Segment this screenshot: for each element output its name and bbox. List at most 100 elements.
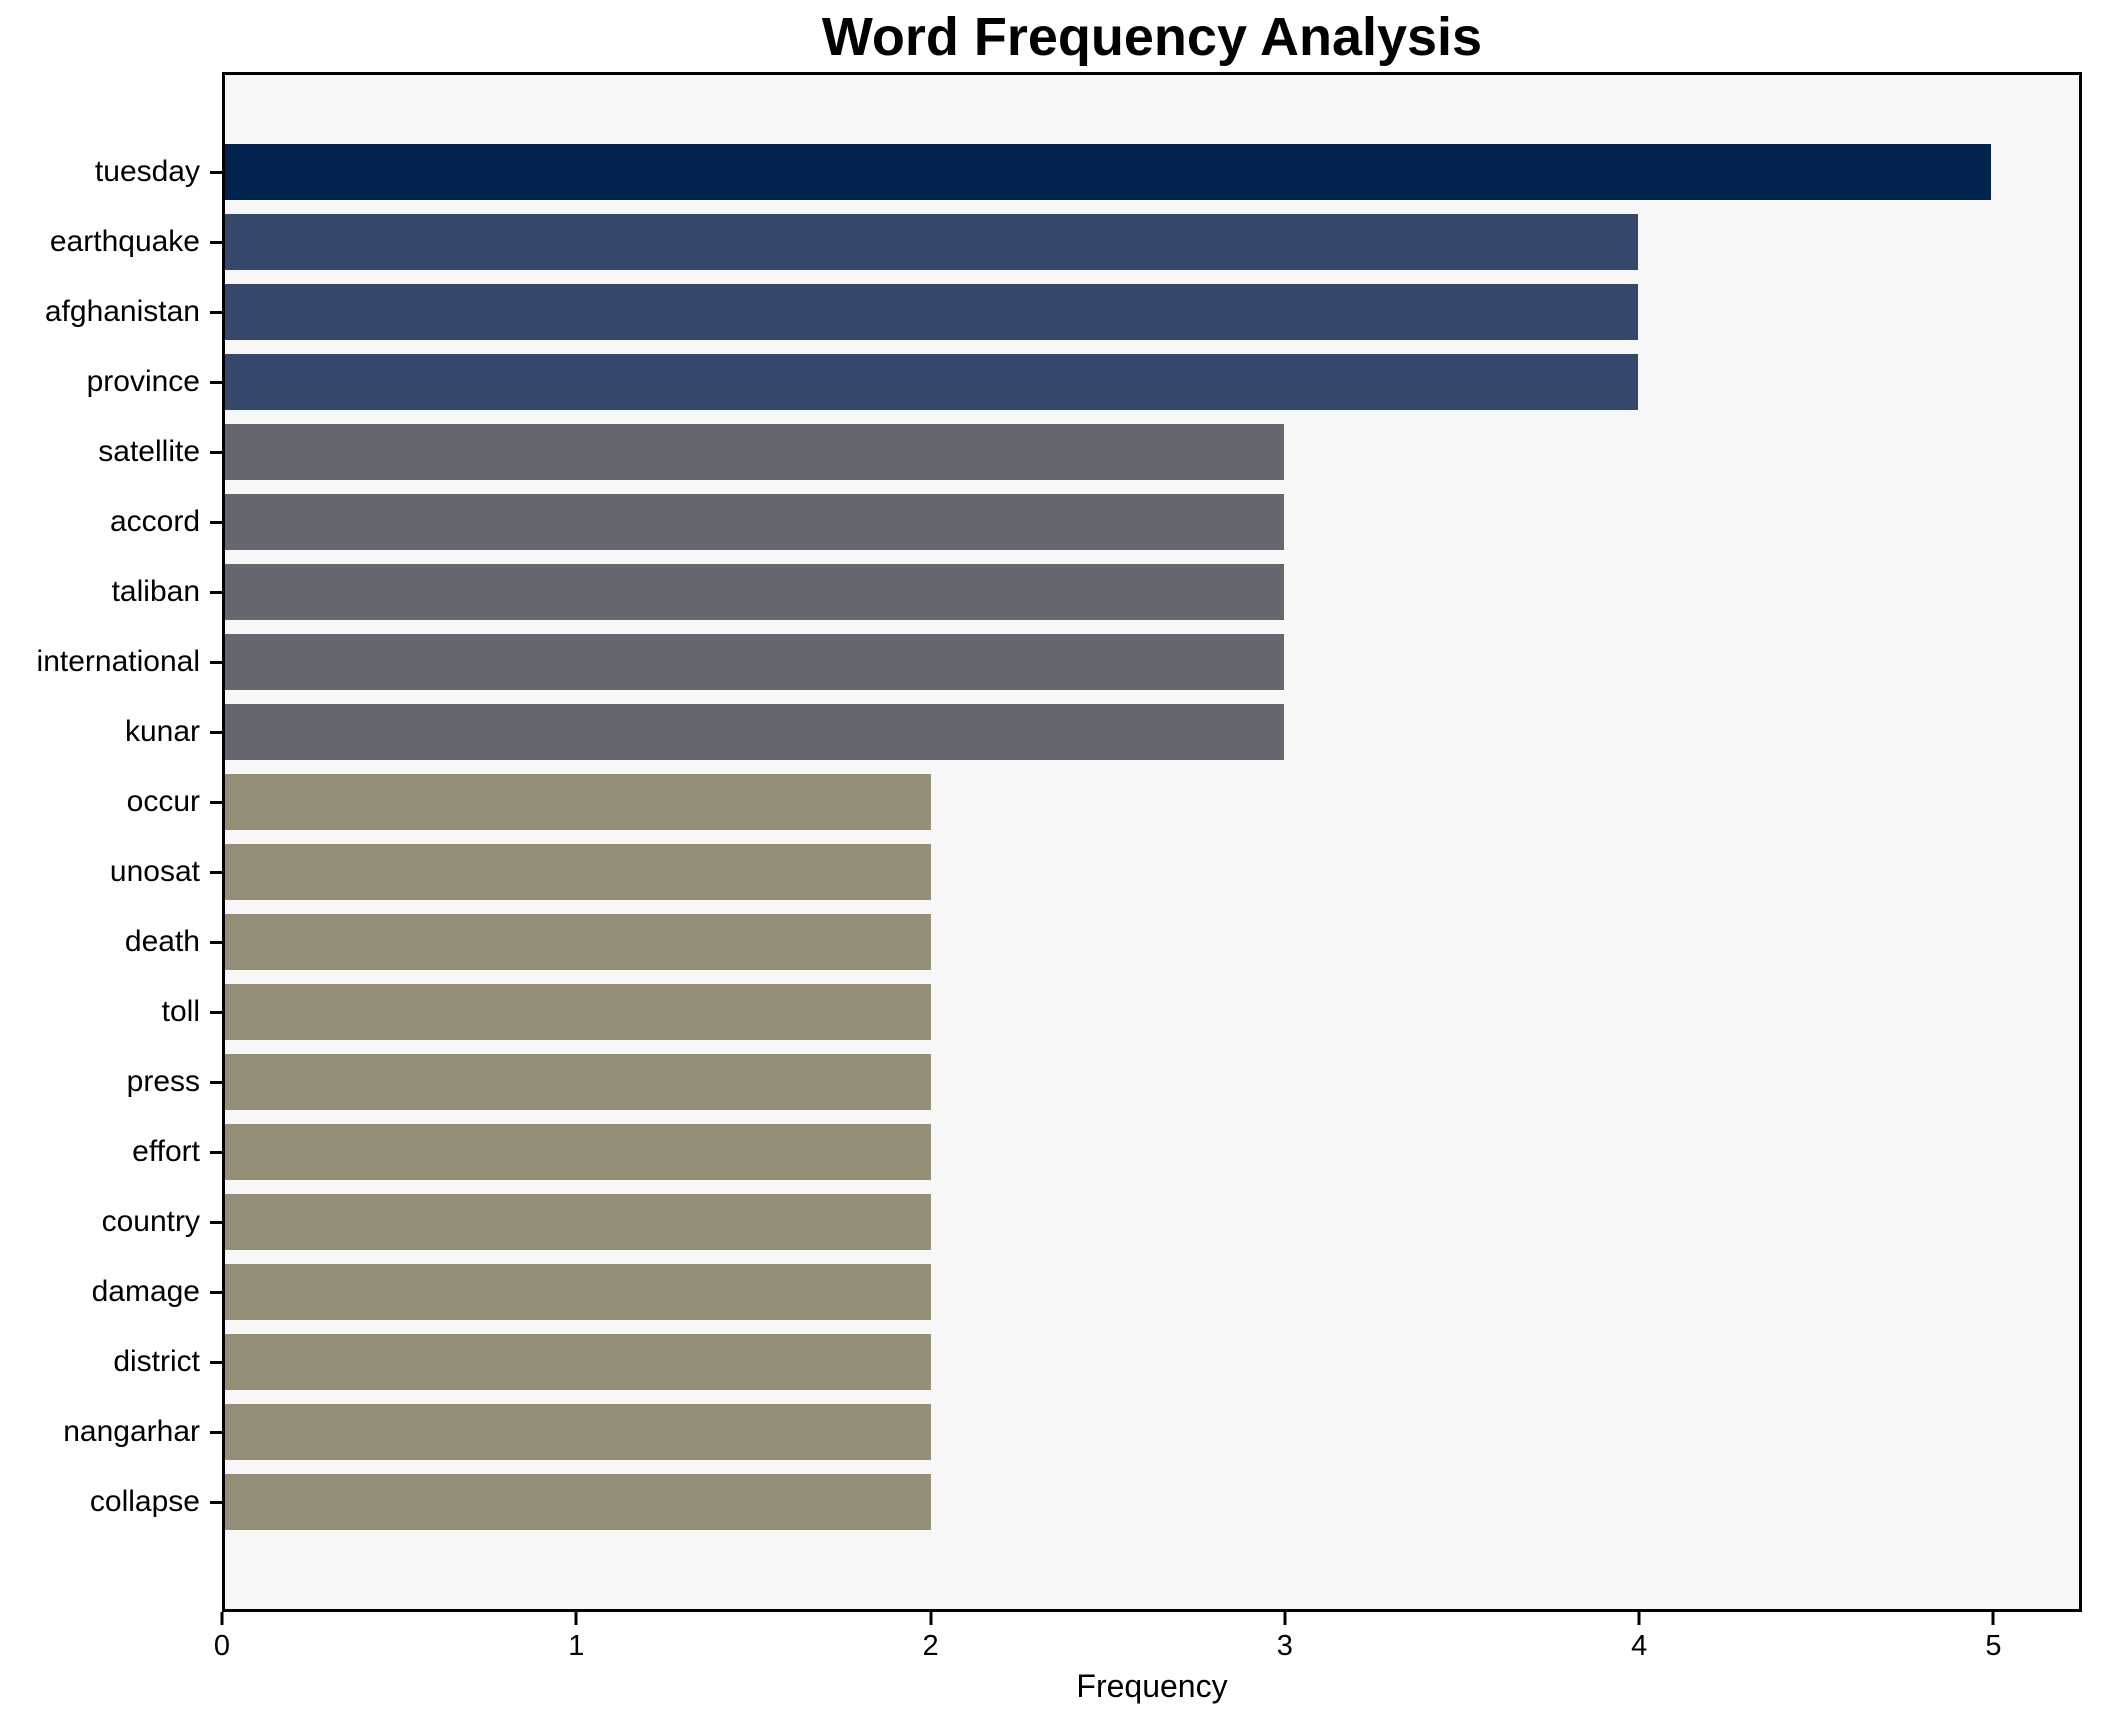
y-label-row: damage [0, 1257, 222, 1327]
y-tick-label-country: country [101, 1205, 200, 1238]
y-tick-label-accord: accord [109, 505, 200, 538]
bar-row [225, 487, 2079, 557]
bar-row [225, 1047, 2079, 1117]
x-tick-mark [929, 1612, 933, 1625]
x-tick-mark [574, 1612, 578, 1625]
y-tick-label-effort: effort [132, 1135, 200, 1168]
x-tick-mark [1283, 1612, 1287, 1625]
y-label-row: occur [0, 767, 222, 837]
y-label-row: tuesday [0, 137, 222, 207]
bar-earthquake [225, 214, 1638, 270]
y-tick-label-earthquake: earthquake [49, 225, 200, 258]
bar-unosat [225, 844, 932, 900]
y-tick-mark [210, 1500, 222, 1504]
y-tick-label-taliban: taliban [111, 575, 200, 608]
bar-row [225, 977, 2079, 1047]
plot-area [222, 72, 2082, 1612]
y-label-row: country [0, 1187, 222, 1257]
x-tick-mark [1991, 1612, 1995, 1625]
y-label-row: toll [0, 977, 222, 1047]
y-label-row: kunar [0, 697, 222, 767]
y-tick-mark [210, 730, 222, 734]
bar-row [225, 557, 2079, 627]
bar-row [225, 1327, 2079, 1397]
x-tick-label-0: 0 [213, 1630, 231, 1662]
y-tick-mark [210, 590, 222, 594]
bar-row [225, 837, 2079, 907]
x-tick-mark [220, 1612, 224, 1625]
y-tick-label-nangarhar: nangarhar [63, 1415, 200, 1448]
bar-province [225, 354, 1638, 410]
x-tick-mark [1637, 1612, 1641, 1625]
y-tick-mark [210, 800, 222, 804]
bar-row [225, 907, 2079, 977]
y-label-row: unosat [0, 837, 222, 907]
y-tick-mark [210, 940, 222, 944]
y-tick-mark [210, 520, 222, 524]
bar-nangarhar [225, 1404, 932, 1460]
bar-row [225, 767, 2079, 837]
bar-country [225, 1194, 932, 1250]
bar-death [225, 914, 932, 970]
bar-afghanistan [225, 284, 1638, 340]
bar-row [225, 697, 2079, 767]
y-label-row: international [0, 627, 222, 697]
y-label-row: province [0, 347, 222, 417]
y-label-row: earthquake [0, 207, 222, 277]
y-tick-mark [210, 1080, 222, 1084]
y-tick-label-unosat: unosat [109, 855, 200, 888]
y-tick-label-press: press [126, 1065, 200, 1098]
y-tick-label-toll: toll [161, 995, 200, 1028]
bar-press [225, 1054, 932, 1110]
y-tick-label-satellite: satellite [98, 435, 200, 468]
y-label-row: collapse [0, 1467, 222, 1537]
bar-occur [225, 774, 932, 830]
y-label-row: district [0, 1327, 222, 1397]
bar-row [225, 627, 2079, 697]
y-tick-label-kunar: kunar [124, 715, 200, 748]
bar-row [225, 137, 2079, 207]
bar-row [225, 1187, 2079, 1257]
y-tick-label-afghanistan: afghanistan [44, 295, 200, 328]
y-label-row: nangarhar [0, 1397, 222, 1467]
bar-collapse [225, 1474, 932, 1530]
y-tick-mark [210, 1150, 222, 1154]
y-tick-label-tuesday: tuesday [94, 155, 200, 188]
bar-kunar [225, 704, 1285, 760]
bar-row [225, 277, 2079, 347]
y-tick-mark [210, 1360, 222, 1364]
bar-row [225, 1117, 2079, 1187]
y-tick-mark [210, 450, 222, 454]
y-label-row: afghanistan [0, 277, 222, 347]
bar-row [225, 1397, 2079, 1467]
y-tick-label-occur: occur [126, 785, 200, 818]
bars-container [225, 75, 2079, 1609]
y-tick-mark [210, 240, 222, 244]
y-label-row: satellite [0, 417, 222, 487]
x-tick-label-1: 1 [568, 1630, 585, 1662]
x-axis-title: Frequency [1076, 1668, 1228, 1704]
y-tick-mark [210, 1220, 222, 1224]
y-tick-label-international: international [36, 645, 200, 678]
bar-row [225, 207, 2079, 277]
y-label-row: accord [0, 487, 222, 557]
x-tick-label-2: 2 [922, 1630, 939, 1662]
bar-row [225, 1467, 2079, 1537]
x-tick-label-4: 4 [1631, 1630, 1648, 1662]
bar-damage [225, 1264, 932, 1320]
y-tick-label-damage: damage [91, 1275, 200, 1308]
bar-district [225, 1334, 932, 1390]
y-tick-mark [210, 380, 222, 384]
bar-tuesday [225, 144, 1991, 200]
y-label-row: death [0, 907, 222, 977]
x-axis: 0 1 2 3 4 5 [214, 1612, 2082, 1682]
y-tick-label-province: province [86, 365, 200, 398]
y-tick-mark [210, 660, 222, 664]
bar-row [225, 347, 2079, 417]
y-axis-labels: tuesday earthquake afghanistan province sate… [0, 75, 222, 1609]
y-tick-mark [210, 870, 222, 874]
y-tick-label-death: death [124, 925, 200, 958]
bar-row [225, 1257, 2079, 1327]
bar-accord [225, 494, 1285, 550]
